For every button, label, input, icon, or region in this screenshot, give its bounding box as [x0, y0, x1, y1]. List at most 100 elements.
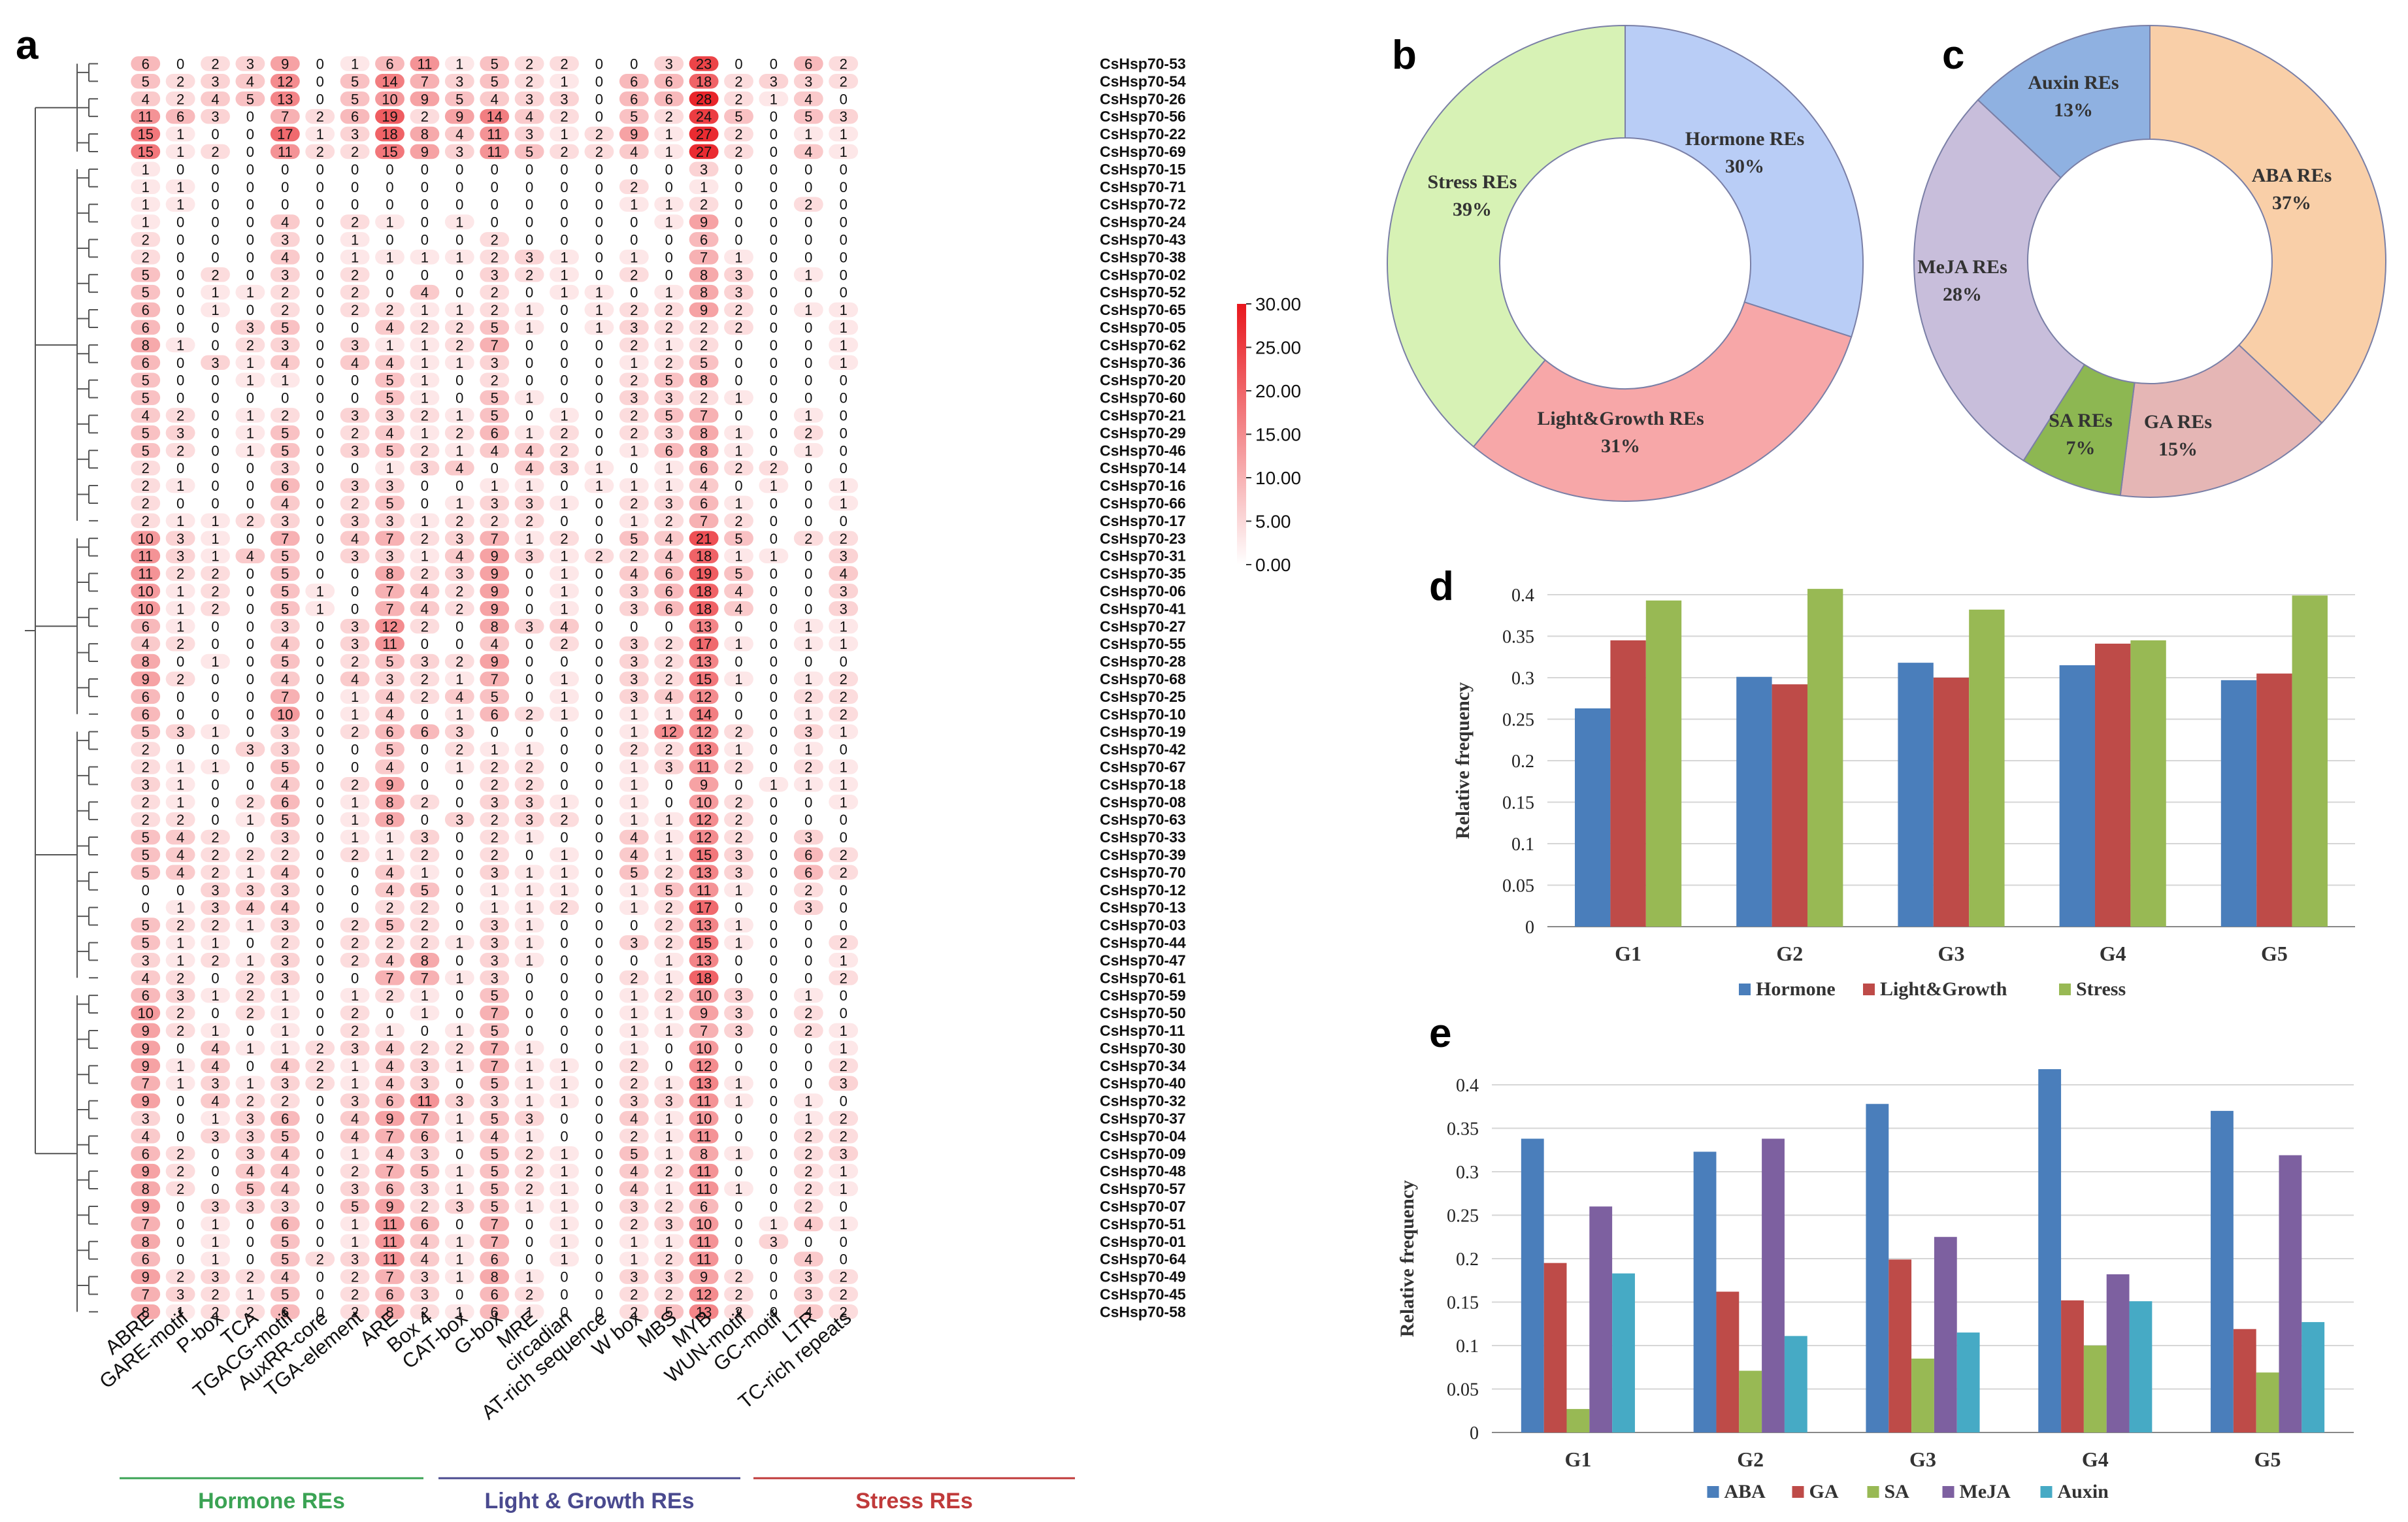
heatmap-cell	[270, 267, 300, 282]
heatmap-cell-value: 0	[804, 601, 812, 617]
heatmap-cell	[724, 987, 753, 1003]
heatmap-cell-value: 1	[246, 442, 254, 459]
heatmap-cell-value: 0	[351, 865, 359, 881]
y-tick-label: 0.4	[1456, 1076, 1479, 1096]
heatmap-cell	[375, 742, 404, 757]
heatmap-cell-value: 6	[421, 1128, 429, 1144]
heatmap-cell	[514, 706, 544, 722]
heatmap-cell	[375, 108, 404, 124]
heatmap-cell-value: 1	[840, 126, 848, 142]
heatmap-cell-value: 0	[316, 478, 324, 494]
heatmap-cell-value: 0	[455, 390, 463, 406]
heatmap-cell	[689, 829, 719, 845]
heatmap-cell-value: 0	[840, 1005, 848, 1021]
heatmap-cell	[375, 601, 404, 616]
heatmap-cell	[235, 548, 265, 563]
heatmap-cell-value: 3	[281, 742, 289, 758]
heatmap-cell	[375, 214, 404, 229]
heatmap-cell-value: 0	[316, 1216, 324, 1232]
heatmap-cell-value: 3	[421, 829, 429, 846]
heatmap-cell	[375, 1040, 404, 1056]
heatmap-cell	[550, 1058, 579, 1074]
heatmap-cell	[514, 56, 544, 71]
heatmap-cell	[410, 74, 440, 89]
heatmap-cell-value: 0	[316, 1199, 324, 1215]
heatmap-cell-value: 0	[560, 829, 568, 846]
heatmap-cell-value: 0	[770, 566, 778, 582]
heatmap-cell	[724, 1269, 753, 1284]
heatmap-cell	[201, 1216, 230, 1232]
heatmap-cell	[131, 865, 161, 880]
heatmap-cell-value: 1	[246, 425, 254, 441]
heatmap-cell	[340, 1111, 370, 1126]
heatmap-cell	[829, 355, 859, 371]
heatmap-cell-value: 6	[421, 1216, 429, 1232]
heatmap-cell	[375, 478, 404, 493]
heatmap-cell-value: 4	[455, 126, 463, 142]
heatmap-cell-value: 2	[246, 337, 254, 354]
heatmap-cell	[689, 1199, 719, 1214]
heatmap-cell-value: 1	[665, 812, 673, 828]
heatmap-cell-value: 1	[246, 1040, 254, 1057]
heatmap-cell	[619, 865, 649, 880]
heatmap-cell	[793, 56, 823, 71]
heatmap-cell-value: 0	[455, 267, 463, 283]
heatmap-cell	[375, 706, 404, 722]
heatmap-cell-value: 1	[560, 1181, 568, 1197]
heatmap-cell-value: 1	[211, 513, 219, 529]
heatmap-cell	[235, 1181, 265, 1197]
heatmap-cell	[165, 74, 195, 89]
heatmap-cell-value: 0	[595, 161, 603, 178]
heatmap-cell-value: 13	[696, 742, 712, 758]
heatmap-cell	[654, 1304, 684, 1319]
heatmap-row-label: CsHsp70-42	[1100, 741, 1186, 758]
heatmap-cell-value: 0	[734, 1058, 742, 1074]
heatmap-cell-value: 3	[455, 144, 463, 160]
heatmap-cell	[235, 1269, 265, 1284]
heatmap-cell-value: 2	[734, 829, 742, 846]
donut-slice-percent: 31%	[1601, 435, 1640, 457]
heatmap-cell-value: 2	[630, 1304, 638, 1320]
heatmap-cell-value: 0	[630, 952, 638, 968]
heatmap-cell-value: 0	[525, 407, 533, 423]
heatmap-cell	[270, 1093, 300, 1108]
heatmap-row-label: CsHsp70-28	[1100, 653, 1186, 670]
panel-letter-b: b	[1392, 33, 1417, 78]
heatmap-cell	[201, 1111, 230, 1126]
heatmap-cell	[724, 425, 753, 440]
heatmap-cell-value: 0	[176, 214, 184, 231]
heatmap-cell	[375, 829, 404, 845]
heatmap-cell	[201, 56, 230, 71]
heatmap-cell-value: 2	[142, 231, 150, 248]
heatmap-cell-value: 1	[770, 1216, 778, 1232]
color-scale-tick-label: 20.00	[1255, 381, 1301, 401]
heatmap-cell	[654, 302, 684, 318]
heatmap-cell-value: 3	[421, 460, 429, 476]
heatmap-cell-value: 0	[770, 724, 778, 740]
heatmap-cell	[724, 1093, 753, 1108]
heatmap-cell	[165, 970, 195, 985]
heatmap-cell-value: 0	[455, 618, 463, 635]
heatmap-cell-value: 6	[386, 1093, 393, 1110]
heatmap-cell-value: 0	[246, 1058, 254, 1074]
heatmap-cell	[270, 250, 300, 265]
heatmap-cell-value: 0	[351, 460, 359, 476]
heatmap-cell-value: 0	[176, 302, 184, 318]
heatmap-cell	[410, 108, 440, 124]
heatmap-cell	[689, 197, 719, 212]
heatmap-cell	[829, 1269, 859, 1284]
bar	[1956, 1332, 1980, 1432]
heatmap-cell-value: 1	[525, 390, 533, 406]
heatmap-cell	[654, 812, 684, 827]
heatmap-cell-value: 1	[560, 1251, 568, 1268]
heatmap-cell	[131, 425, 161, 440]
heatmap-cell-value: 0	[770, 706, 778, 723]
heatmap-cell-value: 6	[142, 618, 150, 635]
heatmap-cell-value: 0	[176, 653, 184, 670]
heatmap-row-label: CsHsp70-50	[1100, 1004, 1186, 1021]
heatmap-cell-value: 2	[804, 759, 812, 775]
heatmap-cell	[480, 56, 510, 71]
heatmap-cell	[619, 1146, 649, 1161]
heatmap-cell-value: 7	[421, 970, 429, 986]
heatmap-cell	[375, 618, 404, 634]
